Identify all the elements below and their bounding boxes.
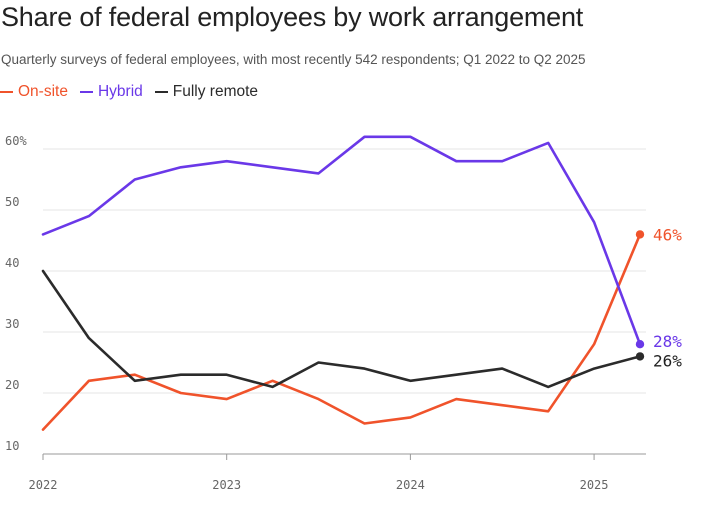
legend-swatch-hybrid bbox=[79, 90, 93, 94]
series-endpoint-hybrid bbox=[635, 340, 645, 349]
series-line-remote bbox=[41, 269, 642, 389]
legend-label-onsite: On-site bbox=[18, 83, 68, 100]
x-tick-label-2022: 2022 bbox=[29, 478, 58, 492]
y-tick-label-50: 50 bbox=[5, 195, 19, 209]
series-endpoint-remote bbox=[635, 352, 645, 361]
y-tick-label-60: 60% bbox=[5, 134, 27, 148]
legend-swatch-remote bbox=[154, 90, 168, 94]
end-label-onsite: 46% bbox=[653, 225, 682, 244]
y-tick-label-10: 10 bbox=[5, 439, 19, 453]
legend-item-remote: Fully remote bbox=[154, 83, 259, 101]
legend: On-site Hybrid Fully remote bbox=[0, 83, 270, 101]
x-tick-label-2023: 2023 bbox=[212, 478, 241, 492]
y-tick-label-20: 20 bbox=[5, 378, 19, 392]
x-tick-label-2025: 2025 bbox=[580, 478, 609, 492]
end-label-hybrid: 28% bbox=[653, 332, 682, 351]
chart-title: Share of federal employees by work arran… bbox=[1, 2, 584, 32]
y-tick-label-40: 40 bbox=[5, 256, 19, 270]
legend-item-onsite: On-site bbox=[0, 83, 68, 101]
series-line-hybrid bbox=[41, 135, 642, 346]
chart-subtitle: Quarterly surveys of federal employees, … bbox=[1, 52, 586, 67]
series-endpoint-onsite bbox=[635, 230, 645, 239]
legend-label-hybrid: Hybrid bbox=[97, 83, 143, 100]
legend-swatch-onsite bbox=[0, 90, 13, 94]
series-line-onsite bbox=[41, 233, 642, 431]
end-label-remote: 26% bbox=[653, 351, 682, 370]
legend-label-remote: Fully remote bbox=[172, 83, 259, 100]
y-tick-label-30: 30 bbox=[5, 317, 19, 331]
legend-item-hybrid: Hybrid bbox=[79, 83, 143, 101]
x-tick-label-2024: 2024 bbox=[396, 478, 425, 492]
